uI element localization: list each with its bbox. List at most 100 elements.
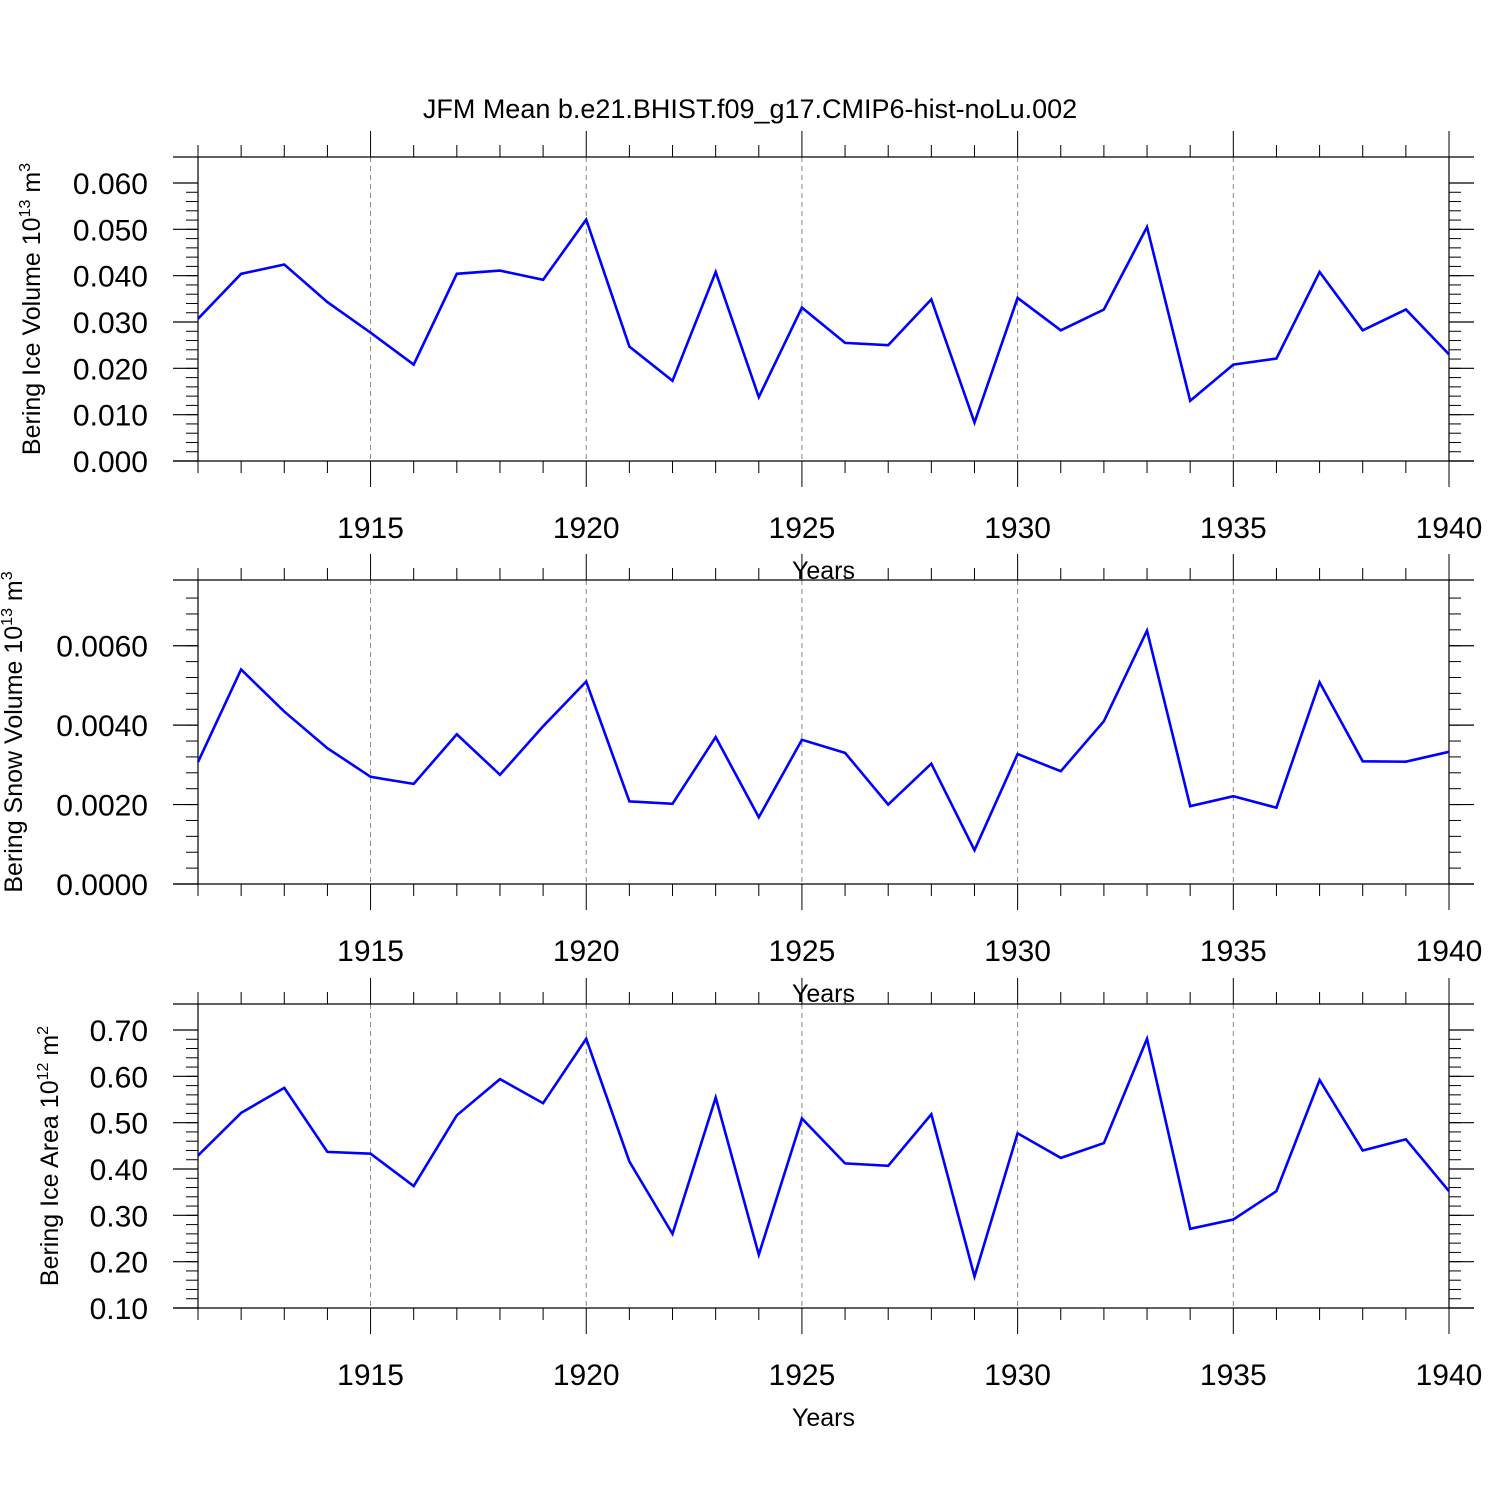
data-point (455, 1113, 459, 1117)
data-point (627, 345, 631, 349)
data-point (1404, 1137, 1408, 1141)
y-tick-label: 0.000 (73, 446, 148, 479)
y-tick-label: 0.50 (90, 1108, 148, 1141)
x-tick-label: 1925 (769, 935, 836, 968)
y-tick-label: 0.020 (73, 353, 148, 386)
data-point (929, 297, 933, 301)
data-point (455, 732, 459, 736)
data-point (843, 341, 847, 345)
y-axis-title: Bering Ice Volume 1013 m3 (17, 163, 46, 455)
y-axis-title-text: Bering Ice Area 10 (36, 1080, 64, 1286)
data-point (671, 379, 675, 383)
data-point (196, 317, 200, 321)
data-point (1361, 328, 1365, 332)
data-point (886, 1164, 890, 1168)
data-point (1188, 1227, 1192, 1231)
data-point (972, 421, 976, 425)
data-point (1145, 225, 1149, 229)
data-point (1145, 1037, 1149, 1041)
data-point (1188, 804, 1192, 808)
y-tick-label: 0.040 (73, 261, 148, 294)
data-point (929, 762, 933, 766)
data-point (757, 395, 761, 399)
series-line (197, 216, 1450, 427)
data-point (325, 746, 329, 750)
data-point (800, 1116, 804, 1120)
y-axis-title-unit: m (0, 580, 28, 608)
data-point (1274, 1189, 1278, 1193)
data-point (972, 848, 976, 852)
data-point (714, 1096, 718, 1100)
y-axis-title-exponent: 13 (0, 608, 16, 626)
data-point (584, 1037, 588, 1041)
y-tick-label: 0.40 (90, 1154, 148, 1187)
data-point (843, 1161, 847, 1165)
x-tick-label: 1925 (769, 1359, 836, 1392)
data-point (972, 1274, 976, 1278)
data-point (584, 679, 588, 683)
data-point (1447, 352, 1451, 356)
data-point (1231, 1218, 1235, 1222)
y-tick-label: 0.030 (73, 307, 148, 340)
data-point (1059, 769, 1063, 773)
data-point (1102, 307, 1106, 311)
y-axis-title-exponent: 13 (17, 200, 34, 218)
data-point (1016, 752, 1020, 756)
y-tick-label: 0.0000 (56, 869, 148, 902)
data-point (929, 1112, 933, 1116)
x-tick-label: 1920 (553, 935, 620, 968)
x-axis-title: Years (792, 980, 855, 1008)
data-point (282, 710, 286, 714)
y-axis-title-exponent: 12 (35, 1062, 52, 1080)
data-point (1274, 806, 1278, 810)
data-point (886, 343, 890, 347)
data-point (627, 1160, 631, 1164)
y-axis-title-unit-exponent: 2 (35, 1026, 52, 1035)
x-tick-label: 1930 (984, 1359, 1051, 1392)
data-point (282, 263, 286, 267)
data-point (1102, 719, 1106, 723)
x-tick-label: 1940 (1416, 512, 1483, 545)
y-axis-title-unit-exponent: 3 (0, 571, 16, 580)
data-point (1231, 363, 1235, 367)
data-point (1274, 357, 1278, 361)
y-axis-title-text: Bering Snow Volume 10 (0, 626, 28, 893)
y-tick-label: 0.010 (73, 400, 148, 433)
data-point (1059, 328, 1063, 332)
data-point (1404, 760, 1408, 764)
panel-1: 1915 1920 1925 1930 1935 1940Years0.0000.0100… (17, 131, 1482, 585)
data-point (541, 724, 545, 728)
x-tick-label: 1915 (337, 1359, 404, 1392)
data-point (541, 1101, 545, 1105)
data-point (239, 272, 243, 276)
data-point (1318, 270, 1322, 274)
x-tick-label: 1935 (1200, 512, 1267, 545)
data-point (671, 1232, 675, 1236)
data-point (412, 782, 416, 786)
data-point (498, 773, 502, 777)
y-tick-label: 0.0040 (56, 710, 148, 743)
data-point (196, 1154, 200, 1158)
data-point (1102, 1141, 1106, 1145)
x-tick-label: 1940 (1416, 1359, 1483, 1392)
panel-3: 1915 1920 1925 1930 1935 1940 Years 0.10 0.20 0.3… (35, 978, 1482, 1432)
series-line (197, 1034, 1451, 1282)
y-tick-label: 0.050 (73, 214, 148, 247)
data-point (325, 1150, 329, 1154)
data-point (1231, 794, 1235, 798)
data-point (369, 775, 373, 779)
x-tick-label: 1935 (1200, 935, 1267, 968)
y-tick-label: 0.0060 (56, 631, 148, 664)
data-point (369, 331, 373, 335)
data-point (239, 1111, 243, 1115)
data-point (455, 272, 459, 276)
x-tick-label: 1920 (553, 1359, 620, 1392)
y-tick-label: 0.060 (73, 168, 148, 201)
y-axis-title-unit-exponent: 3 (17, 163, 34, 172)
x-tick-label: 1935 (1200, 1359, 1267, 1392)
data-point (627, 799, 631, 803)
data-point (412, 1184, 416, 1188)
x-tick-label: 1930 (984, 512, 1051, 545)
data-point (800, 306, 804, 310)
y-axis-title-text: Bering Ice Volume 10 (18, 217, 46, 455)
